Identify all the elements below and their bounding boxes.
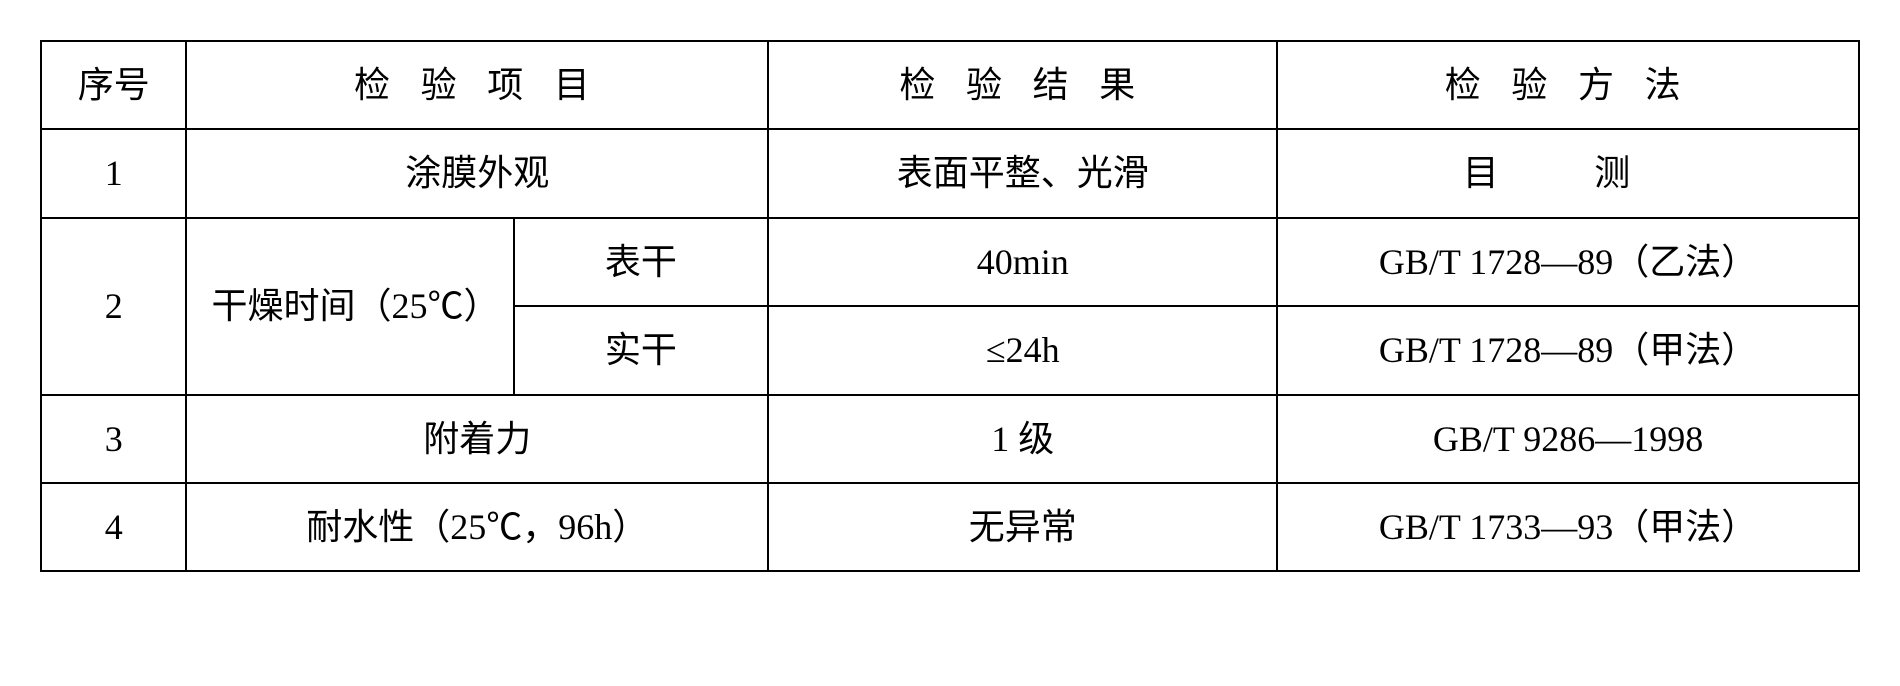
cell-seq: 4: [41, 483, 186, 571]
cell-seq: 1: [41, 129, 186, 217]
cell-item: 附着力: [186, 395, 768, 483]
header-result: 检 验 结 果: [768, 41, 1277, 129]
cell-method: GB/T 1733—93（甲法）: [1277, 483, 1859, 571]
cell-method: GB/T 9286—1998: [1277, 395, 1859, 483]
header-seq: 序号: [41, 41, 186, 129]
table-row: 1 涂膜外观 表面平整、光滑 目 测: [41, 129, 1859, 217]
cell-result: 无异常: [768, 483, 1277, 571]
cell-result: 40min: [768, 218, 1277, 306]
table-row: 4 耐水性（25℃，96h） 无异常 GB/T 1733—93（甲法）: [41, 483, 1859, 571]
cell-method: GB/T 1728—89（甲法）: [1277, 306, 1859, 394]
cell-result: 1 级: [768, 395, 1277, 483]
cell-seq: 3: [41, 395, 186, 483]
cell-seq: 2: [41, 218, 186, 395]
cell-item-main: 干燥时间（25℃）: [186, 218, 513, 395]
cell-item: 耐水性（25℃，96h）: [186, 483, 768, 571]
inspection-table: 序号 检 验 项 目 检 验 结 果 检 验 方 法 1 涂膜外观 表面平整、光…: [40, 40, 1860, 572]
table-row: 3 附着力 1 级 GB/T 9286—1998: [41, 395, 1859, 483]
cell-method: GB/T 1728—89（乙法）: [1277, 218, 1859, 306]
table-header-row: 序号 检 验 项 目 检 验 结 果 检 验 方 法: [41, 41, 1859, 129]
cell-method: 目 测: [1277, 129, 1859, 217]
cell-result: 表面平整、光滑: [768, 129, 1277, 217]
header-method: 检 验 方 法: [1277, 41, 1859, 129]
cell-item-sub: 表干: [514, 218, 769, 306]
cell-result: ≤24h: [768, 306, 1277, 394]
table-row: 2 干燥时间（25℃） 表干 40min GB/T 1728—89（乙法）: [41, 218, 1859, 306]
cell-item: 涂膜外观: [186, 129, 768, 217]
header-item: 检 验 项 目: [186, 41, 768, 129]
cell-item-sub: 实干: [514, 306, 769, 394]
